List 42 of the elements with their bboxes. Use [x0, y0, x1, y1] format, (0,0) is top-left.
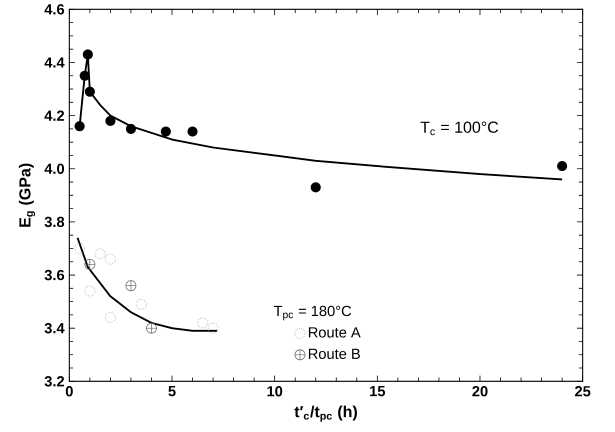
x-tick-label: 20 [472, 386, 488, 396]
point [74, 121, 85, 132]
x-tick-label: 0 [66, 386, 73, 396]
point [136, 298, 147, 310]
point [105, 312, 116, 323]
point [80, 70, 90, 81]
y-tick-label: 3.2 [44, 376, 64, 387]
point [160, 126, 171, 137]
y-tick-label: 3.6 [44, 270, 64, 280]
y-tick-label: 3.8 [44, 216, 64, 228]
y-tick-label: 4.0 [44, 164, 64, 174]
x-axis-title: t′$_{c}$/t$_{pc}$ (h) [294, 406, 357, 422]
point [105, 254, 116, 264]
point [84, 259, 96, 270]
point [105, 116, 116, 126]
point [208, 322, 218, 334]
x-tick-label: 5 [168, 386, 176, 396]
point [82, 49, 93, 60]
point [74, 243, 86, 254]
point [146, 322, 157, 334]
point [126, 280, 136, 292]
line-series [76, 236, 218, 332]
point [84, 86, 95, 97]
legend-label: Route B [308, 348, 360, 359]
point [557, 161, 568, 172]
point [126, 124, 136, 134]
y-tick-label: 4.6 [44, 4, 64, 15]
point [94, 248, 106, 260]
y-tick-label: 4.4 [44, 57, 65, 68]
annotation: T$_{c}$ = 100°C [420, 122, 498, 136]
y-tick-label: 3.4 [44, 322, 65, 334]
legend-title: T$_{pc}$ = 180°C [274, 306, 352, 320]
y-axis-title: E$_{g}$ (GPa) [18, 164, 36, 227]
legend-label: Route A [308, 327, 361, 338]
point [187, 126, 198, 137]
y-tick-label: 4.2 [44, 110, 64, 121]
x-tick-label: 10 [267, 386, 282, 396]
point [310, 182, 321, 192]
x-tick-label: 25 [575, 386, 590, 396]
point [197, 317, 208, 328]
x-tick-label: 15 [370, 386, 386, 396]
point [84, 286, 96, 296]
